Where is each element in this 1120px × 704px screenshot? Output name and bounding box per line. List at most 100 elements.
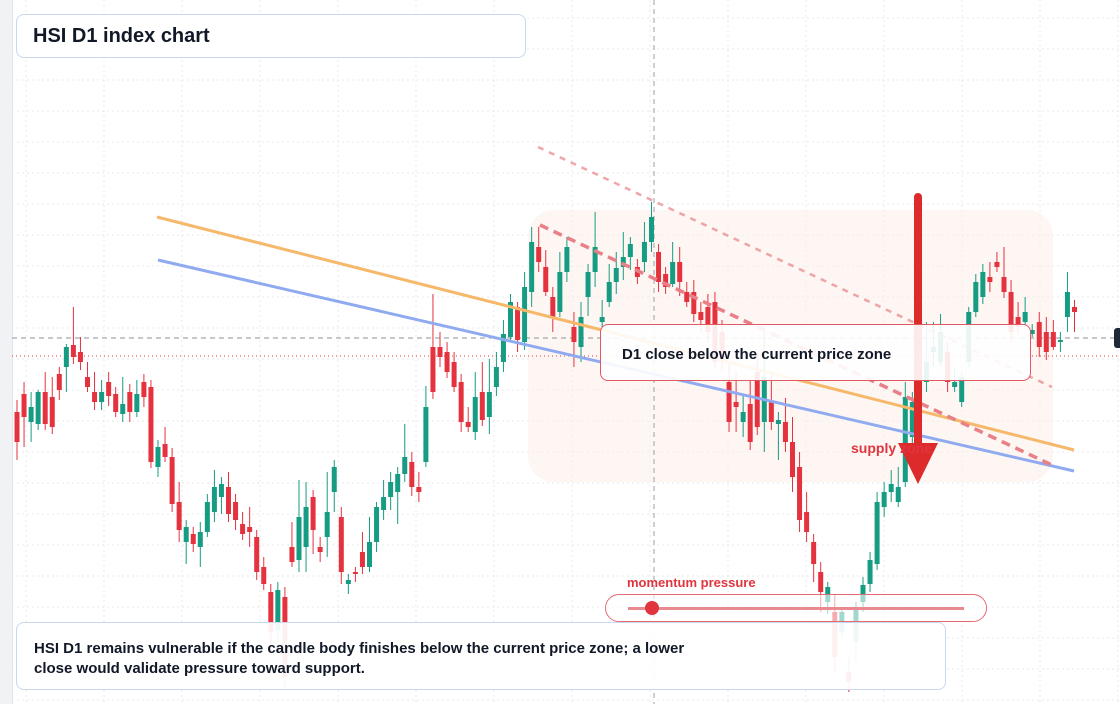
- candle-body: [183, 527, 189, 542]
- candle: [197, 522, 203, 567]
- candle: [56, 367, 62, 400]
- candle: [70, 307, 76, 364]
- candle: [169, 448, 175, 512]
- candle-body: [275, 590, 281, 630]
- candle: [867, 552, 873, 592]
- candle-body: [338, 517, 344, 572]
- candle-body: [536, 247, 542, 262]
- candle-body: [1008, 292, 1014, 332]
- candle-body: [895, 487, 901, 502]
- candle-body: [92, 392, 98, 402]
- candle-body: [994, 262, 1000, 267]
- candle-body: [423, 407, 429, 462]
- candle-body: [747, 404, 753, 442]
- candle-body: [888, 484, 894, 492]
- candle-body: [860, 585, 866, 602]
- candle: [367, 517, 372, 572]
- candle-body: [578, 317, 584, 347]
- candle: [1043, 317, 1049, 360]
- candle: [99, 380, 105, 410]
- candle: [677, 247, 683, 296]
- candle: [204, 494, 210, 537]
- candle-body: [620, 257, 626, 267]
- candle-body: [240, 524, 246, 534]
- candle-body: [663, 274, 669, 287]
- candle: [218, 477, 224, 514]
- candle: [804, 492, 810, 542]
- candle: [416, 472, 422, 502]
- candle-body: [811, 542, 817, 564]
- candle: [331, 460, 337, 512]
- candle-body: [733, 402, 739, 407]
- candle: [973, 274, 979, 317]
- candle-body: [388, 482, 394, 497]
- candle: [895, 467, 901, 507]
- candle-body: [465, 422, 471, 427]
- candle-body: [874, 502, 880, 564]
- candle: [261, 557, 267, 590]
- candle: [684, 282, 690, 307]
- candle-body: [656, 252, 662, 282]
- candle-body: [543, 267, 549, 292]
- candle-body: [141, 382, 147, 397]
- candle-body: [775, 420, 781, 424]
- candle: [994, 252, 1000, 272]
- candle-body: [804, 512, 810, 532]
- candle: [409, 452, 415, 496]
- candle: [1072, 300, 1077, 332]
- candle-body: [197, 532, 203, 547]
- candle: [92, 372, 98, 410]
- candle: [430, 294, 436, 399]
- candle: [811, 534, 817, 582]
- candle: [493, 352, 499, 396]
- candle: [888, 470, 894, 502]
- analysis-note-card: HSI D1 remains vulnerable if the candle …: [16, 622, 946, 690]
- candle-body: [670, 262, 676, 284]
- trendline-dashed-lower: [539, 223, 1055, 468]
- candle-body: [14, 412, 20, 442]
- candle: [1029, 324, 1035, 337]
- candle-body: [458, 382, 464, 422]
- momentum-label: momentum pressure: [627, 575, 756, 590]
- candle-body: [21, 394, 27, 417]
- candle-body: [233, 502, 239, 520]
- candle-body: [85, 377, 90, 387]
- candle-body: [289, 547, 295, 562]
- candle-body: [345, 580, 351, 584]
- candle-body: [1015, 317, 1021, 327]
- candle-body: [698, 312, 704, 320]
- candle-body: [303, 507, 309, 547]
- candle-body: [493, 367, 499, 387]
- candle-body: [226, 487, 231, 514]
- candle: [155, 440, 161, 477]
- candle-body: [705, 307, 711, 332]
- candle-body: [254, 537, 260, 572]
- candle: [663, 267, 669, 294]
- candle: [670, 242, 676, 287]
- candle: [458, 374, 464, 432]
- candle-body: [451, 362, 457, 387]
- candle-body: [367, 542, 372, 567]
- candle-body: [909, 402, 915, 437]
- candle: [1057, 332, 1063, 352]
- candle-body: [1057, 340, 1063, 342]
- candle-body: [641, 242, 647, 262]
- candle-body: [881, 492, 887, 507]
- candle-body: [324, 512, 330, 537]
- candle: [557, 252, 563, 317]
- candle-body: [973, 282, 979, 312]
- candle: [28, 392, 34, 442]
- candle-body: [148, 387, 154, 462]
- candle-body: [550, 297, 556, 317]
- price-zone-callout: D1 close below the current price zone: [600, 324, 1031, 381]
- candle: [226, 472, 231, 522]
- candle: [317, 537, 323, 562]
- candle-body: [684, 292, 690, 302]
- candle-body: [585, 272, 591, 297]
- candle: [740, 394, 746, 437]
- momentum-pressure-slider[interactable]: [605, 594, 987, 622]
- candle: [120, 377, 126, 422]
- candle: [691, 280, 697, 322]
- candle: [797, 452, 803, 532]
- momentum-knob[interactable]: [644, 601, 659, 615]
